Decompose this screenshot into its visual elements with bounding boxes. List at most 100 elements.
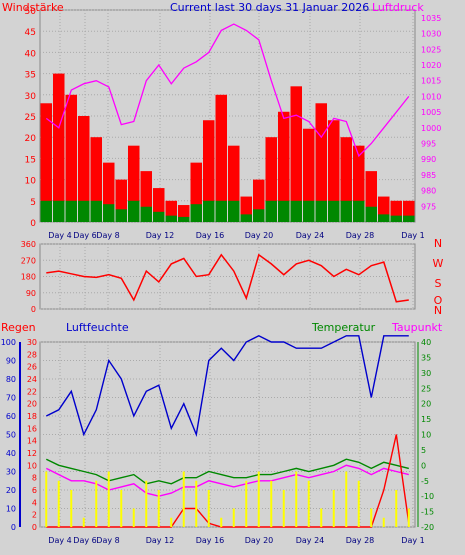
wind-y-tick: 25: [25, 113, 36, 123]
wind-y-tick: 35: [25, 71, 36, 81]
pressure-y-tick: 995: [421, 139, 436, 148]
wind-bar: [178, 205, 190, 222]
wind-gust-bar: [65, 200, 77, 222]
temperature-y-tick: 40: [421, 338, 431, 347]
wind-bar: [403, 200, 415, 222]
wind-gust-bar: [328, 200, 340, 222]
wind-bar: [290, 86, 302, 222]
wind-bar: [328, 120, 340, 222]
climate-panel-marks: [45, 335, 410, 528]
rain-line: [46, 434, 410, 528]
wind-gust-bar: [53, 200, 65, 222]
rain-y-tick: 0: [11, 523, 16, 532]
wind-gust-bar: [228, 200, 240, 222]
pressure-line: [45, 23, 410, 158]
humidity-y-tick: 20: [27, 400, 37, 409]
wind-bar: [265, 137, 277, 222]
rain-axis-title: Regen: [1, 321, 36, 334]
rain-y-tick: 70: [6, 394, 16, 403]
pressure-axis-title: Luftdruck: [372, 1, 424, 14]
wind-gust-bar: [390, 215, 402, 222]
climate-x-tick: Day 28: [346, 536, 375, 545]
pressure-y-tick: 1005: [421, 108, 441, 117]
wind-bar: [365, 171, 377, 222]
wind-bar: [278, 111, 290, 222]
wind-gust-bar: [153, 211, 165, 222]
rain-y-tick: 60: [6, 412, 16, 421]
wind-gust-bar: [315, 200, 327, 222]
climate-x-tick: Day 20: [245, 536, 274, 545]
rain-y-tick: 40: [6, 449, 16, 458]
wind-bar: [303, 128, 315, 222]
wind-gust-bar: [178, 216, 190, 222]
humidity-y-tick: 4: [32, 498, 37, 507]
wind-bar: [115, 179, 127, 222]
wind-gust-bar: [40, 200, 52, 222]
humidity-y-tick: 0: [32, 523, 37, 532]
pressure-y-tick: 1015: [421, 77, 441, 86]
wind-bar: [215, 94, 227, 222]
temperature-y-tick: -15: [421, 508, 434, 517]
climate-x-tick: Day 16: [196, 536, 225, 545]
climate-x-tick: Day 6: [73, 536, 96, 545]
humidity-y-tick: 16: [27, 424, 37, 433]
wind-y-tick: 50: [25, 7, 37, 17]
climate-panel-grid: [40, 341, 415, 528]
rain-y-tick: 10: [6, 505, 16, 514]
climate-x-tick: Day 12: [146, 536, 175, 545]
rain-y-tick: 30: [6, 468, 16, 477]
direction-y-tick: 360: [21, 240, 36, 249]
wind-gust-bar: [240, 214, 252, 222]
climate-x-tick: Day 1: [401, 536, 424, 545]
climate-x-tick: Day 4: [48, 536, 71, 545]
direction-y-tick: 0: [31, 305, 36, 314]
wind-bar: [390, 200, 402, 222]
direction-y-tick: 270: [21, 256, 36, 265]
rain-y-tick: 90: [6, 357, 16, 366]
wind-axis-title: Windstärke: [2, 1, 64, 14]
temperature-y-tick: -20: [421, 523, 434, 532]
temperature-y-tick: 25: [421, 384, 431, 393]
wind-bar: [203, 120, 215, 222]
temperature-line: [45, 458, 409, 485]
wind-y-tick: 45: [25, 28, 36, 38]
wind-bar: [65, 94, 77, 222]
compass-label: W: [433, 257, 444, 270]
climate-panel-ticks: 0102030405060708090100024681012141618202…: [1, 338, 434, 545]
climate-x-tick: Day 24: [296, 536, 325, 545]
wind-gust-bar: [90, 200, 102, 222]
humidity-line: [45, 335, 409, 438]
wind-gust-bar: [140, 206, 152, 222]
humidity-y-tick: 6: [32, 486, 37, 495]
temperature-y-tick: 35: [421, 353, 431, 362]
wind-bar: [253, 179, 265, 222]
temperature-y-tick: -5: [421, 477, 429, 486]
compass-label: S: [435, 277, 442, 290]
humidity-y-tick: 28: [27, 350, 37, 359]
wind-gust-bar: [403, 215, 415, 222]
dewpoint-axis-title: Taupunkt: [391, 321, 443, 334]
pressure-y-tick: 985: [421, 171, 436, 180]
wind-gust-bar: [353, 200, 365, 222]
rain-y-tick: 100: [1, 338, 16, 347]
temperature-y-tick: 0: [421, 461, 426, 470]
humidity-y-tick: 22: [27, 387, 37, 396]
chart-title: Current last 30 days 31 Januar 2026: [170, 1, 369, 14]
wind-bar: [353, 145, 365, 222]
wind-gust-bar: [203, 200, 215, 222]
dewpoint-line: [45, 464, 409, 497]
wind-y-tick: 15: [25, 155, 36, 165]
climate-x-tick: Day 8: [96, 536, 119, 545]
wind-y-tick: 5: [30, 198, 36, 208]
wind-bar: [340, 137, 352, 222]
temperature-axis-title: Temperatur: [311, 321, 376, 334]
humidity-y-tick: 26: [27, 363, 37, 372]
wind-panel-ticks: 0510152025303540455097598098599099510001…: [25, 7, 442, 240]
pressure-y-tick: 1020: [421, 61, 441, 70]
temperature-y-tick: 15: [421, 415, 431, 424]
wind-gust-bar: [365, 206, 377, 222]
wind-bar: [378, 196, 390, 222]
humidity-y-tick: 8: [32, 474, 37, 483]
